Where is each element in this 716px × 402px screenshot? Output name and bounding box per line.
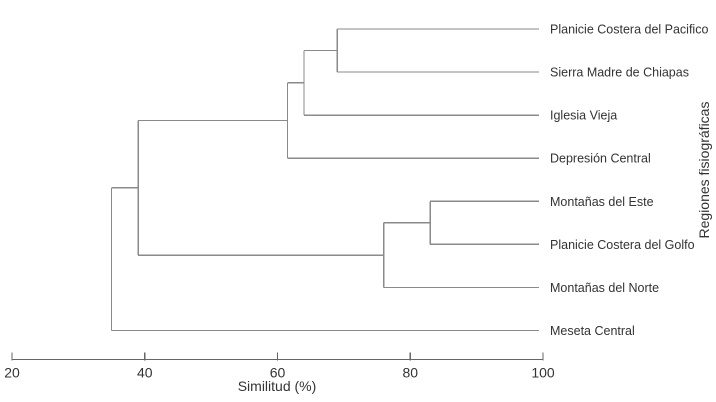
tick-label: 80 <box>402 365 418 381</box>
dendrogram-branches <box>110 28 539 332</box>
leaf-label: Planicie Costera del Pacifico <box>550 23 708 37</box>
leaf-label: Montañas del Este <box>550 195 654 209</box>
leaf-label: Meseta Central <box>550 324 635 338</box>
tick-label: 20 <box>4 365 20 381</box>
tick-label: 60 <box>270 365 286 381</box>
tick-label: 40 <box>137 365 153 381</box>
x-axis-title: Similitud (%) <box>238 378 317 394</box>
x-axis: 20 40 60 80 100 <box>4 352 555 381</box>
tick-label: 100 <box>531 365 555 381</box>
leaf-label: Iglesia Vieja <box>550 109 617 123</box>
leaf-label: Sierra Madre de Chiapas <box>550 66 689 80</box>
leaf-label: Depresión Central <box>550 152 651 166</box>
right-axis-title: Regiones fisiográficas <box>696 102 712 239</box>
leaf-label: Montañas del Norte <box>550 281 659 295</box>
leaf-label: Planicie Costera del Golfo <box>550 238 695 252</box>
leaf-labels: Planicie Costera del Pacifico Sierra Madr… <box>550 23 708 338</box>
